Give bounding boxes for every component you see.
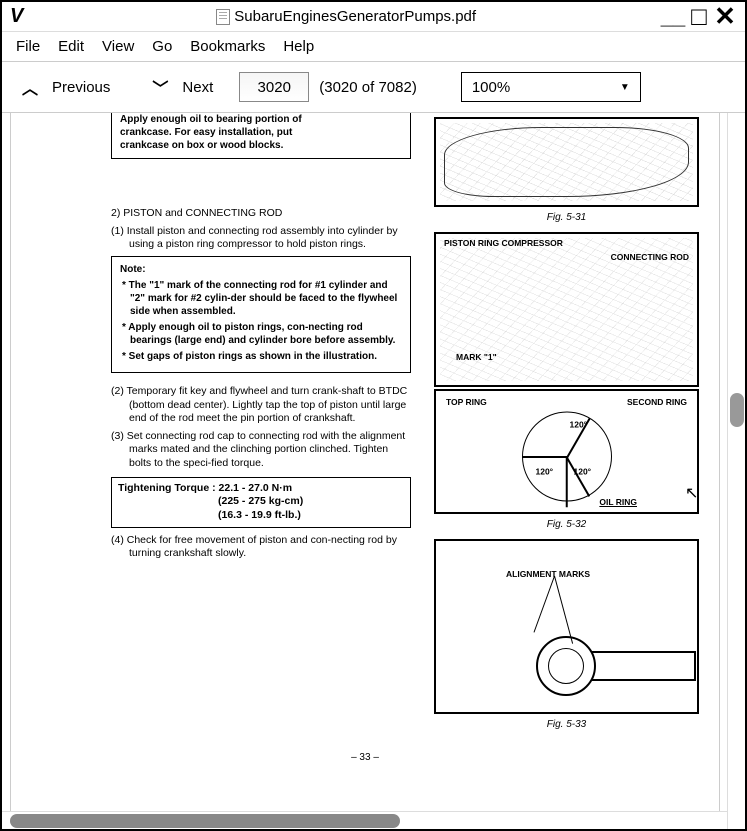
figure-5-33: ALIGNMENT MARKS	[434, 539, 699, 714]
torque-l3: (16.3 - 19.9 ft-lb.)	[118, 509, 404, 523]
angle-120-b: 120°	[536, 466, 554, 477]
maximize-button[interactable]: □	[687, 5, 711, 29]
page-count-label: (3020 of 7082)	[319, 79, 417, 96]
prev-icon[interactable]: ︿	[18, 75, 42, 99]
figure-5-31	[434, 117, 699, 207]
callout-align: ALIGNMENT MARKS	[506, 569, 590, 580]
callout-top-ring: TOP RING	[446, 397, 487, 408]
page-number: – 33 –	[31, 739, 699, 768]
chevron-down-icon: ▼	[620, 82, 630, 93]
fig-5-31-label: Fig. 5-31	[434, 211, 699, 224]
menu-file[interactable]: File	[16, 38, 40, 55]
close-button[interactable]: ✕	[713, 5, 737, 29]
note1-l3: crankcase on box or wood blocks.	[120, 139, 402, 152]
note1-l1: Apply enough oil to bearing portion of	[120, 113, 402, 126]
zoom-select[interactable]: 100% ▼	[461, 72, 641, 102]
note-box-2: Note: * The "1" mark of the connecting r…	[111, 256, 411, 373]
content-area: Apply enough oil to bearing portion of c…	[2, 113, 745, 829]
prev-button[interactable]: Previous	[52, 79, 110, 96]
step-1: (1) Install piston and connecting rod as…	[111, 225, 411, 252]
next-button[interactable]: Next	[182, 79, 213, 96]
callout-mark1: MARK "1"	[456, 352, 497, 363]
menu-help[interactable]: Help	[283, 38, 314, 55]
note2-i3: * Set gaps of piston rings as shown in t…	[120, 350, 402, 363]
note-box-1: Apply enough oil to bearing portion of c…	[111, 113, 411, 159]
ring-gap-diagram: 120° 120° 120°	[522, 411, 612, 501]
horizontal-scrollbar[interactable]	[2, 811, 727, 829]
fig-5-32-label: Fig. 5-32	[434, 518, 699, 531]
vertical-scroll-thumb[interactable]	[730, 393, 744, 427]
torque-box: Tightening Torque : 22.1 - 27.0 N·m (225…	[111, 477, 411, 528]
menu-bar: File Edit View Go Bookmarks Help	[2, 32, 745, 62]
title-bar: V SubaruEnginesGeneratorPumps.pdf __ □ ✕	[2, 2, 745, 32]
fig-5-33-label: Fig. 5-33	[434, 718, 699, 731]
torque-l1: Tightening Torque : 22.1 - 27.0 N·m	[118, 482, 404, 496]
figure-5-32-top: PISTON RING COMPRESSOR CONNECTING ROD MA…	[434, 232, 699, 387]
figure-5-32-bottom: TOP RING SECOND RING OIL RING 120° 12	[434, 389, 699, 514]
step-4: (4) Check for free movement of piston an…	[111, 534, 411, 561]
title-text: SubaruEnginesGeneratorPumps.pdf	[234, 8, 476, 25]
menu-go[interactable]: Go	[152, 38, 172, 55]
note-title: Note:	[120, 263, 402, 276]
toolbar: ︿ Previous ﹀ Next (3020 of 7082) 100% ▼	[2, 62, 745, 113]
menu-edit[interactable]: Edit	[58, 38, 84, 55]
angle-120-c: 120°	[574, 466, 592, 477]
note2-i1: * The "1" mark of the connecting rod for…	[120, 279, 402, 318]
section-heading: 2) PISTON and CONNECTING ROD	[111, 207, 411, 221]
torque-l2: (225 - 275 kg-cm)	[118, 495, 404, 509]
menu-bookmarks[interactable]: Bookmarks	[190, 38, 265, 55]
minimize-button[interactable]: __	[661, 5, 685, 29]
page-number-input[interactable]	[239, 72, 309, 102]
pdf-page: Apply enough oil to bearing portion of c…	[10, 113, 720, 829]
window-title: SubaruEnginesGeneratorPumps.pdf	[31, 8, 661, 25]
app-icon: V	[10, 5, 23, 28]
horizontal-scroll-thumb[interactable]	[10, 814, 400, 828]
step-2: (2) Temporary fit key and flywheel and t…	[111, 385, 411, 426]
vertical-scrollbar[interactable]	[727, 113, 745, 829]
next-icon[interactable]: ﹀	[148, 75, 172, 99]
document-icon	[216, 9, 230, 25]
zoom-value: 100%	[472, 79, 510, 96]
callout-prc: PISTON RING COMPRESSOR	[444, 238, 563, 249]
note2-i2: * Apply enough oil to piston rings, con-…	[120, 321, 402, 347]
angle-120-a: 120°	[570, 419, 588, 430]
callout-conrod: CONNECTING ROD	[611, 252, 689, 263]
note1-l2: crankcase. For easy installation, put	[120, 126, 402, 139]
callout-second-ring: SECOND RING	[627, 397, 687, 408]
menu-view[interactable]: View	[102, 38, 134, 55]
step-3: (3) Set connecting rod cap to connecting…	[111, 430, 411, 471]
